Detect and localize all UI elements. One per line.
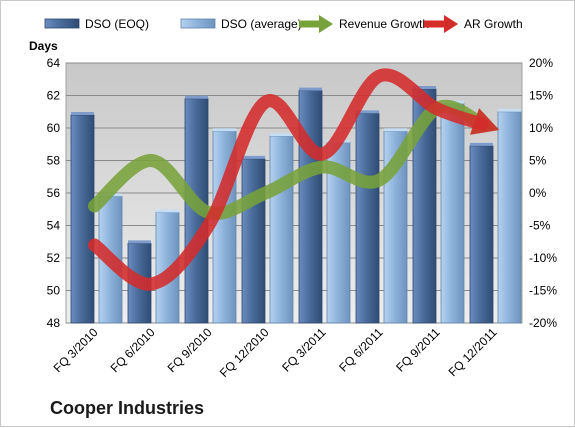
bar-cap [185,95,208,99]
y2-tick-label: 20% [529,56,553,70]
x-tick-label: FQ 3/2011 [279,325,329,375]
y2-tick-label: -5% [529,219,551,233]
y2-tick-label: -10% [529,251,557,265]
bar-cap [384,128,407,132]
series-line [88,68,489,291]
bar [469,145,494,324]
y-tick-label: 54 [47,219,61,233]
company-name: Cooper Industries [50,398,205,418]
bar [241,158,266,324]
legend-arrowhead [319,15,333,33]
bar [269,135,294,324]
legend-label: DSO (EOQ) [85,17,149,31]
y2-tick-label: 15% [529,89,553,103]
series-line [88,99,489,220]
bar [440,103,465,324]
y-tick-label: 60 [47,121,61,135]
x-tick-label: FQ 6/2011 [336,325,386,375]
y-tick-label: 58 [47,154,61,168]
bar-cap [71,112,94,115]
series-arrowhead [470,108,500,135]
bar [355,112,380,324]
y2-tick-label: 5% [529,154,547,168]
x-tick-label: FQ 6/2010 [108,325,158,375]
legend-swatch [180,18,216,29]
bar-cap [213,128,236,132]
bar-cap [299,87,322,91]
legend-swatch [44,18,80,29]
y-tick-label: 56 [47,186,61,200]
x-tick-label: FQ 12/2011 [446,325,500,379]
y2-tick-label: -15% [529,284,557,298]
y2-tick-label: -20% [529,316,557,330]
x-tick-label: FQ 9/2011 [393,325,443,375]
bar [70,114,95,324]
y-tick-label: 64 [47,56,61,70]
y-tick-label: 52 [47,251,61,265]
bar [298,90,323,324]
y-axis-title: Days [29,39,58,53]
legend-arrowhead [444,15,458,33]
x-tick-label: FQ 12/2010 [217,325,272,380]
legend-label: Revenue Growth [339,17,429,31]
y-tick-label: 62 [47,89,61,103]
x-tick-label: FQ 9/2010 [165,325,215,375]
bar [497,111,522,324]
x-tick-label: FQ 3/2010 [51,325,101,375]
bar-cap [156,209,179,213]
legend-label: DSO (average) [221,17,302,31]
bar-cap [128,240,151,244]
bar-cap [470,142,493,146]
bar-cap [242,155,265,159]
y2-tick-label: 0% [529,186,547,200]
y-tick-label: 50 [47,284,61,298]
y-tick-label: 48 [47,316,61,330]
bar-cap [498,108,521,112]
bar-cap [413,86,436,89]
legend-label: AR Growth [464,17,523,31]
y2-tick-label: 10% [529,121,553,135]
bar-cap [356,110,379,114]
bar-cap [270,133,293,137]
